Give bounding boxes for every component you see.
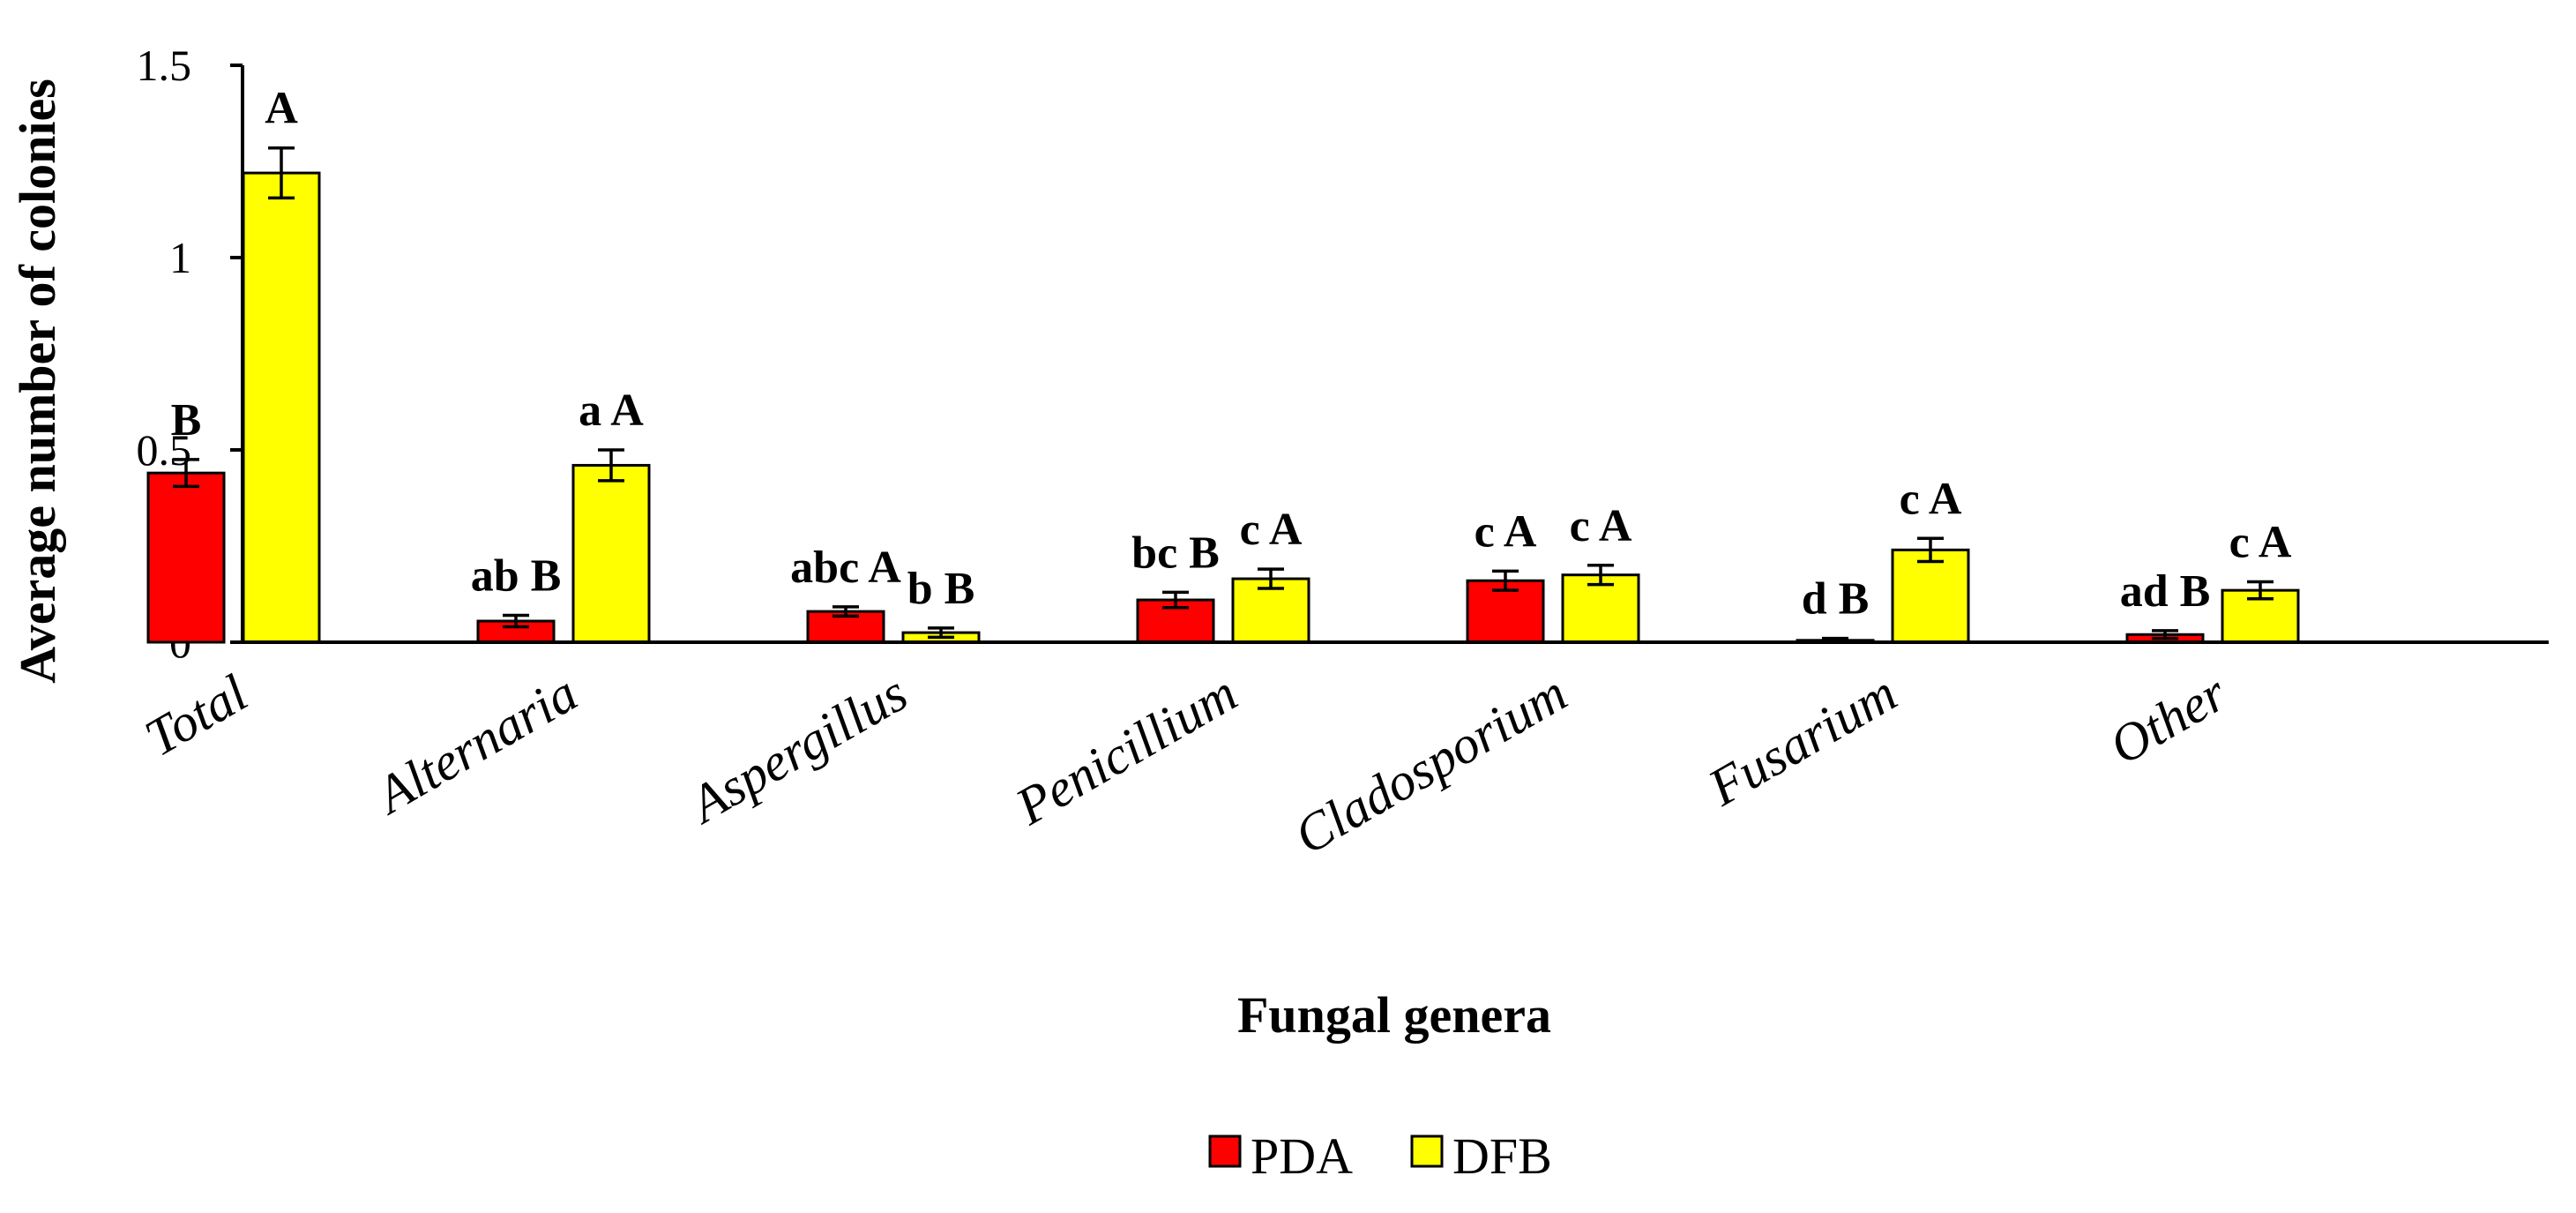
y-tick-label: 1.5 <box>137 41 192 90</box>
x-tick-label: Other <box>2100 663 2236 775</box>
x-tick-label: Cladosporium <box>1285 663 1576 865</box>
significance-label: A <box>265 84 298 134</box>
significance-label: bc B <box>1131 528 1220 578</box>
y-axis-title: Average number of colonies <box>9 79 66 684</box>
legend: PDA DFB <box>1208 1127 1552 1185</box>
bar-dfb-total <box>242 171 321 644</box>
significance-label: ad B <box>2120 566 2211 617</box>
y-tick-label: 0.5 <box>137 425 192 475</box>
significance-label: c A <box>1570 501 1632 551</box>
significance-label: c A <box>1475 506 1537 557</box>
bar-dfb-fusarium <box>1891 548 1970 644</box>
x-tick-label: Penicillium <box>1005 663 1246 836</box>
significance-label: a A <box>579 386 644 436</box>
significance-label: d B <box>1802 574 1870 625</box>
significance-label: ab B <box>471 550 562 601</box>
legend-label-dfb: DFB <box>1452 1127 1552 1185</box>
significance-label: c A <box>1240 505 1303 555</box>
significance-label: c A <box>2229 518 2292 568</box>
bar-dfb-alternaria <box>571 463 651 644</box>
x-tick-label: Total <box>136 663 258 767</box>
y-tick-label: 1 <box>169 233 191 282</box>
x-axis: Total Alternaria Aspergillus Penicillium Cla… <box>136 640 2549 865</box>
x-tick-label: Alternaria <box>364 663 587 826</box>
x-tick-label: Aspergillus <box>677 663 916 835</box>
significance-label: b B <box>907 564 975 614</box>
x-tick-label: Fusarium <box>1699 663 1907 817</box>
legend-swatch-dfb <box>1410 1134 1444 1168</box>
bar-pda-total <box>146 471 226 644</box>
significance-label: c A <box>1900 474 1962 524</box>
legend-label-pda: PDA <box>1251 1127 1353 1185</box>
legend-swatch-pda <box>1208 1134 1242 1168</box>
significance-label: B <box>171 395 202 446</box>
x-axis-title: Fungal genera <box>1237 986 1551 1044</box>
significance-label: abc A <box>790 543 901 593</box>
